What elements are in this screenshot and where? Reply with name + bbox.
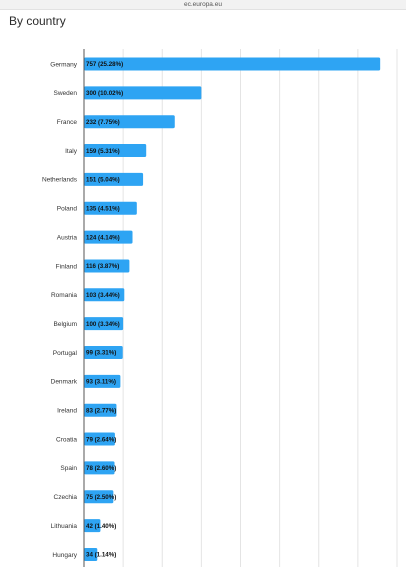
category-label: Romania — [51, 292, 77, 299]
bar[interactable] — [84, 519, 101, 533]
bar[interactable] — [84, 288, 125, 302]
bar[interactable] — [84, 115, 175, 129]
bar[interactable] — [84, 57, 381, 71]
section-title: By country — [9, 14, 66, 28]
category-label: Lithuania — [51, 523, 78, 530]
category-label: Portugal — [53, 350, 78, 357]
category-label: Finland — [56, 263, 78, 270]
data-label: 99 (3.31%) — [86, 350, 116, 357]
browser-url: ec.europa.eu — [184, 1, 222, 8]
category-label: Italy — [65, 148, 78, 155]
bar[interactable] — [84, 432, 115, 446]
data-label: 757 (25.28%) — [86, 61, 123, 68]
data-label: 78 (2.60%) — [86, 465, 116, 472]
data-label: 75 (2.50%) — [86, 494, 116, 501]
data-label: 79 (2.64%) — [86, 436, 116, 443]
bar[interactable] — [84, 547, 98, 561]
browser-url-bar: ec.europa.eu — [0, 0, 406, 10]
category-label: Croatia — [56, 436, 77, 443]
bar[interactable] — [84, 374, 121, 388]
bar[interactable] — [84, 144, 147, 158]
data-label: 124 (4.14%) — [86, 234, 120, 241]
category-label: France — [57, 119, 78, 126]
data-label: 42 (1.40%) — [86, 523, 116, 530]
category-label: Ireland — [57, 408, 77, 415]
data-label: 116 (3.87%) — [86, 263, 119, 270]
data-label: 83 (2.77%) — [86, 407, 116, 414]
category-label: Czechia — [54, 494, 78, 501]
category-label: Denmark — [51, 379, 78, 386]
data-label: 100 (3.34%) — [86, 321, 120, 328]
data-label: 300 (10.02%) — [86, 90, 123, 97]
bar[interactable] — [84, 346, 123, 359]
category-label: Sweden — [54, 90, 78, 97]
data-label: 34 (1.14%) — [86, 552, 116, 559]
category-label: Belgium — [54, 321, 77, 328]
data-label: 232 (7.75%) — [86, 119, 120, 126]
data-label: 103 (3.44%) — [86, 292, 120, 299]
data-label: 93 (3.11%) — [86, 379, 116, 386]
data-label: 135 (4.51%) — [86, 205, 120, 212]
bar[interactable] — [84, 461, 115, 475]
category-label: Poland — [57, 206, 78, 213]
data-label: 151 (5.04%) — [86, 177, 120, 184]
bar[interactable] — [84, 230, 133, 244]
bar[interactable] — [84, 490, 114, 504]
bar[interactable] — [84, 403, 117, 417]
category-label: Netherlands — [42, 177, 78, 184]
category-label: Hungary — [52, 552, 77, 559]
bar[interactable] — [84, 201, 137, 215]
category-label: Austria — [57, 234, 78, 241]
bar[interactable] — [84, 172, 144, 186]
data-label: 159 (5.31%) — [86, 148, 120, 155]
category-label: Germany — [50, 61, 77, 68]
bar[interactable] — [84, 86, 202, 100]
bar[interactable] — [84, 317, 124, 331]
bar[interactable] — [84, 259, 130, 273]
category-label: Spain — [60, 465, 77, 472]
